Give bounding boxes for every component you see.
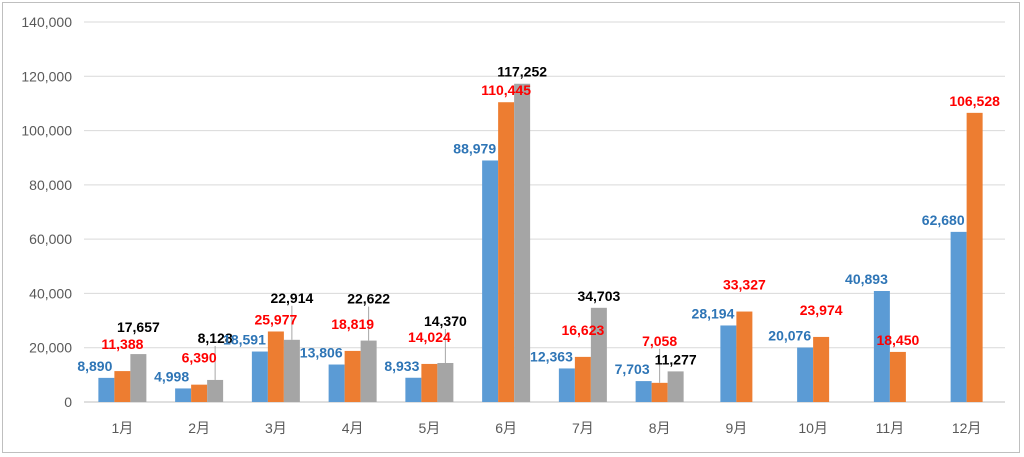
y-tick-label: 40,000	[29, 285, 72, 301]
bar	[175, 388, 192, 402]
data-label: 13,806	[300, 345, 343, 361]
data-label: 11,277	[655, 351, 697, 367]
x-axis-tick-labels: 1月 2月 3月 4月 5月 6月 7月 8月 9月 10月 11月 12月	[111, 420, 981, 436]
y-axis-tick-labels: 0 20,000 40,000 60,000 80,000 100,000 120,000 1…	[21, 14, 72, 410]
data-label: 23,974	[800, 302, 843, 318]
data-label: 117,252	[497, 64, 547, 80]
data-label: 16,623	[561, 322, 604, 338]
data-label: 6,390	[182, 350, 217, 366]
bar	[437, 362, 454, 402]
gridlines	[84, 21, 1005, 403]
data-label: 4,998	[154, 368, 189, 384]
bar	[889, 351, 906, 402]
data-label: 8,933	[384, 358, 419, 374]
data-label: 88,979	[453, 140, 496, 156]
bar	[514, 83, 531, 402]
data-label: 22,914	[270, 290, 313, 306]
data-label: 12,363	[530, 348, 573, 364]
y-tick-label: 80,000	[29, 177, 72, 193]
x-tick-label: 2月	[188, 420, 210, 436]
bar	[873, 291, 890, 402]
data-label: 106,528	[949, 93, 1000, 109]
bar	[635, 381, 652, 402]
x-tick-label: 8月	[649, 420, 671, 436]
bar	[482, 160, 499, 402]
data-label: 34,703	[577, 288, 620, 304]
data-label: 17,657	[117, 319, 160, 335]
data-label: 33,327	[723, 277, 766, 293]
bar	[283, 339, 300, 402]
data-label: 20,076	[768, 328, 811, 344]
data-label: 11,388	[101, 336, 143, 352]
data-label: 18,591	[223, 332, 266, 348]
y-tick-label: 100,000	[21, 123, 72, 139]
bar	[114, 371, 131, 402]
y-tick-label: 0	[64, 394, 72, 410]
y-tick-label: 60,000	[29, 231, 72, 247]
bar	[651, 382, 668, 402]
x-tick-label: 6月	[495, 420, 517, 436]
bar	[207, 379, 224, 402]
bars	[98, 83, 983, 403]
bar	[421, 363, 438, 402]
label-leader-lines	[214, 305, 661, 383]
bar	[667, 371, 684, 402]
bar	[590, 307, 607, 402]
bar	[267, 331, 284, 402]
x-tick-label: 7月	[572, 420, 594, 436]
data-label: 14,024	[408, 329, 451, 345]
bar	[191, 384, 208, 402]
bar	[130, 354, 147, 402]
y-tick-label: 140,000	[21, 14, 72, 30]
x-tick-label: 3月	[265, 420, 287, 436]
x-tick-label: 12月	[952, 420, 982, 436]
data-label: 62,680	[922, 212, 965, 228]
bar	[797, 347, 814, 402]
bar	[574, 356, 591, 402]
x-tick-label: 1月	[111, 420, 133, 436]
data-label: 8,128	[198, 330, 233, 346]
data-label: 14,370	[424, 313, 467, 329]
y-tick-label: 20,000	[29, 340, 72, 356]
bar	[405, 377, 422, 402]
bar	[720, 325, 737, 402]
data-label: 8,890	[77, 358, 112, 374]
bar	[558, 368, 575, 402]
data-label: 25,977	[254, 311, 297, 327]
bar	[736, 311, 753, 402]
bar	[966, 112, 983, 402]
data-label: 40,893	[845, 271, 888, 287]
x-tick-label: 11月	[876, 420, 905, 436]
bar	[950, 231, 967, 402]
bar	[251, 351, 268, 402]
bar	[344, 350, 361, 402]
data-label: 18,819	[331, 316, 374, 332]
data-label: 7,703	[615, 361, 650, 377]
x-tick-label: 5月	[418, 420, 440, 436]
data-label: 7,058	[642, 333, 677, 349]
x-tick-label: 4月	[342, 420, 364, 436]
data-label: 28,194	[692, 305, 735, 321]
x-tick-label: 10月	[798, 420, 828, 436]
bar	[813, 336, 830, 402]
bar	[498, 102, 515, 403]
bar	[98, 377, 115, 402]
bar	[360, 340, 377, 402]
data-label: 110,445	[481, 82, 531, 98]
data-label: 22,622	[347, 291, 390, 307]
data-label: 18,450	[876, 332, 919, 348]
bar	[328, 364, 345, 402]
y-tick-label: 120,000	[21, 68, 72, 84]
x-tick-label: 9月	[725, 420, 747, 436]
